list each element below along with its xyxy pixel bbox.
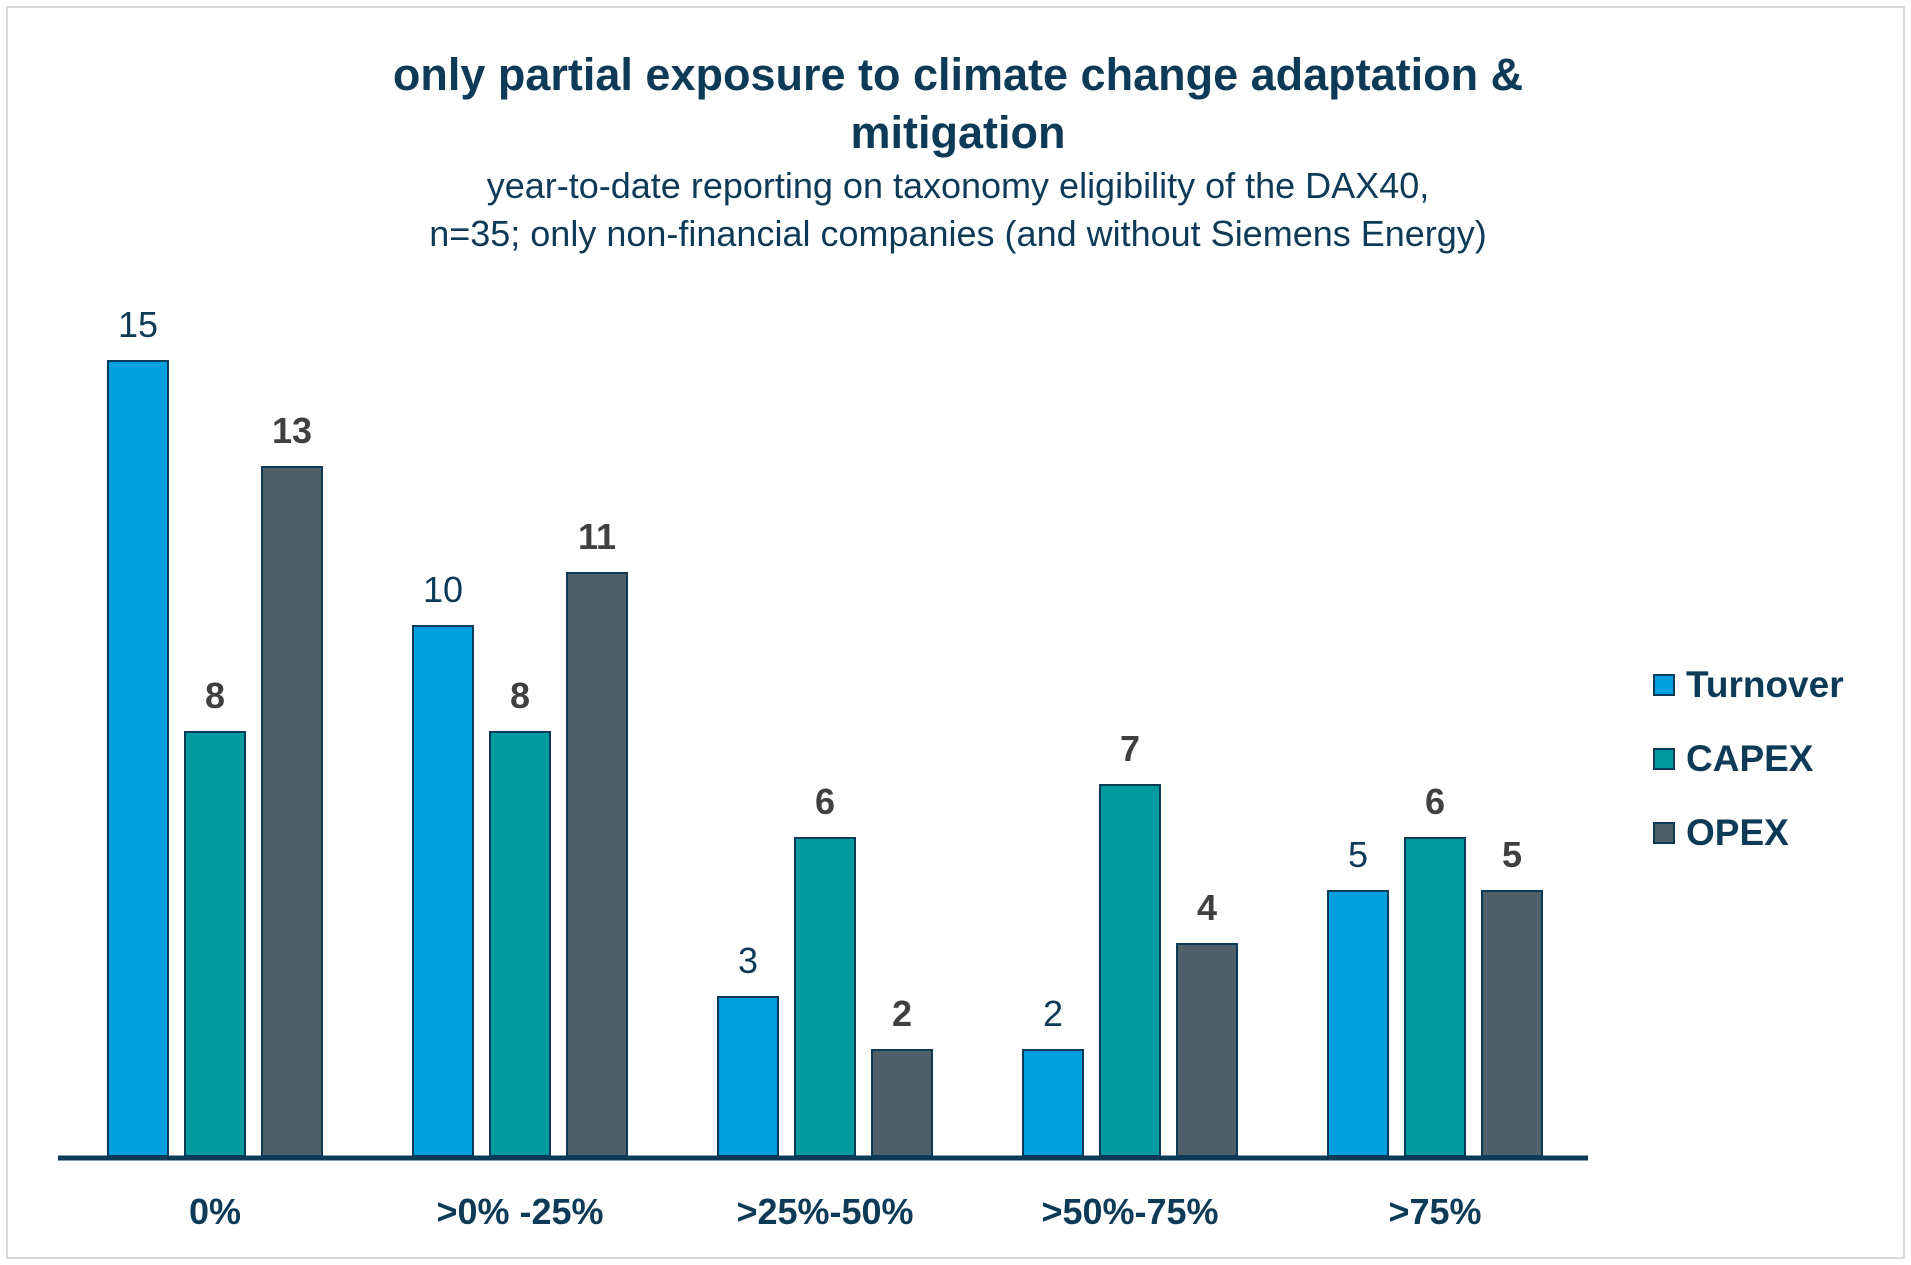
bar-opex-3 [871,1049,933,1157]
bar-capex-2 [489,731,551,1157]
chart-frame: only partial exposure to climate change … [6,6,1905,1259]
data-label-opex-3: 2 [892,993,912,1034]
data-label-opex-2: 11 [578,516,616,557]
legend-swatch-opex [1653,822,1675,844]
x-tick-label-5: >75% [1388,1191,1481,1232]
chart-title-line-1: only partial exposure to climate change … [393,49,1523,100]
bar-turnover-5 [1327,890,1389,1157]
bar-turnover-2 [412,625,474,1157]
bar-opex-1 [261,466,323,1157]
data-label-capex-3: 6 [815,781,835,822]
legend-label-opex: OPEX [1686,812,1789,853]
legend-label-capex: CAPEX [1686,738,1814,779]
chart: only partial exposure to climate change … [58,49,1844,1232]
data-label-capex-4: 7 [1120,728,1140,769]
bar-labels-layer: 15 8 13 10 8 11 3 6 2 2 7 4 5 6 5 [118,304,1522,1034]
chart-subtitle-line-2: n=35; only non-financial companies (and … [429,213,1487,254]
data-label-opex-5: 5 [1502,834,1522,875]
data-label-turnover-1: 15 [118,304,158,345]
bar-capex-1 [184,731,246,1157]
bar-opex-2 [566,572,628,1157]
bar-capex-5 [1404,837,1466,1157]
x-tick-label-4: >50%-75% [1041,1191,1218,1232]
chart-title-line-2: mitigation [851,107,1066,158]
data-label-turnover-4: 2 [1043,993,1063,1034]
data-label-opex-1: 13 [272,410,312,451]
x-tick-label-3: >25%-50% [736,1191,913,1232]
bar-turnover-3 [717,996,779,1157]
bar-opex-4 [1176,943,1238,1157]
data-label-turnover-5: 5 [1348,834,1368,875]
legend-swatch-turnover [1653,674,1675,696]
legend-swatch-capex [1653,748,1675,770]
legend: Turnover CAPEX OPEX [1653,664,1844,853]
bar-opex-5 [1481,890,1543,1157]
data-label-capex-1: 8 [205,675,225,716]
data-label-opex-4: 4 [1197,887,1217,928]
bar-turnover-4 [1022,1049,1084,1157]
x-ticks-layer: 0% >0% -25% >25%-50% >50%-75% >75% [189,1191,1482,1232]
chart-subtitle-line-1: year-to-date reporting on taxonomy eligi… [487,165,1430,206]
data-label-capex-5: 6 [1425,781,1445,822]
data-label-capex-2: 8 [510,675,530,716]
x-tick-label-1: 0% [189,1191,241,1232]
data-label-turnover-3: 3 [738,940,758,981]
bar-capex-4 [1099,784,1161,1157]
bar-turnover-1 [107,360,169,1157]
bars-layer [107,360,1543,1157]
x-tick-label-2: >0% -25% [436,1191,603,1232]
bar-capex-3 [794,837,856,1157]
legend-label-turnover: Turnover [1686,664,1844,705]
data-label-turnover-2: 10 [423,569,463,610]
